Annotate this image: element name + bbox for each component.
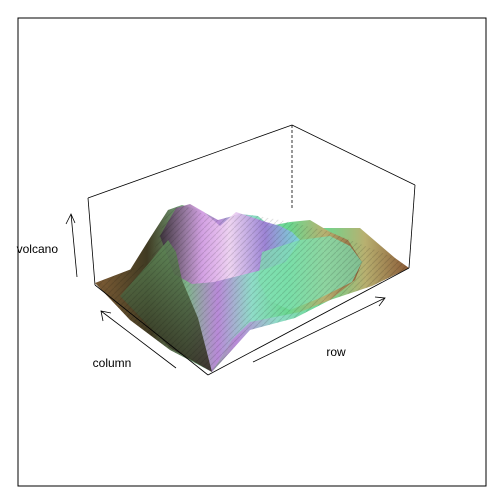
row-axis-label: row [326,345,346,359]
column-axis-label: column [93,356,132,370]
column-axis-arrow [100,310,177,369]
row-axis-arrow [252,296,386,363]
perspective-box-back [87,124,416,286]
z-axis-label: volcano [17,242,59,256]
z-axis-arrow [65,213,78,278]
plot-frame [17,17,487,487]
volcano-surface [95,204,409,372]
perspective-box-front [94,267,410,376]
